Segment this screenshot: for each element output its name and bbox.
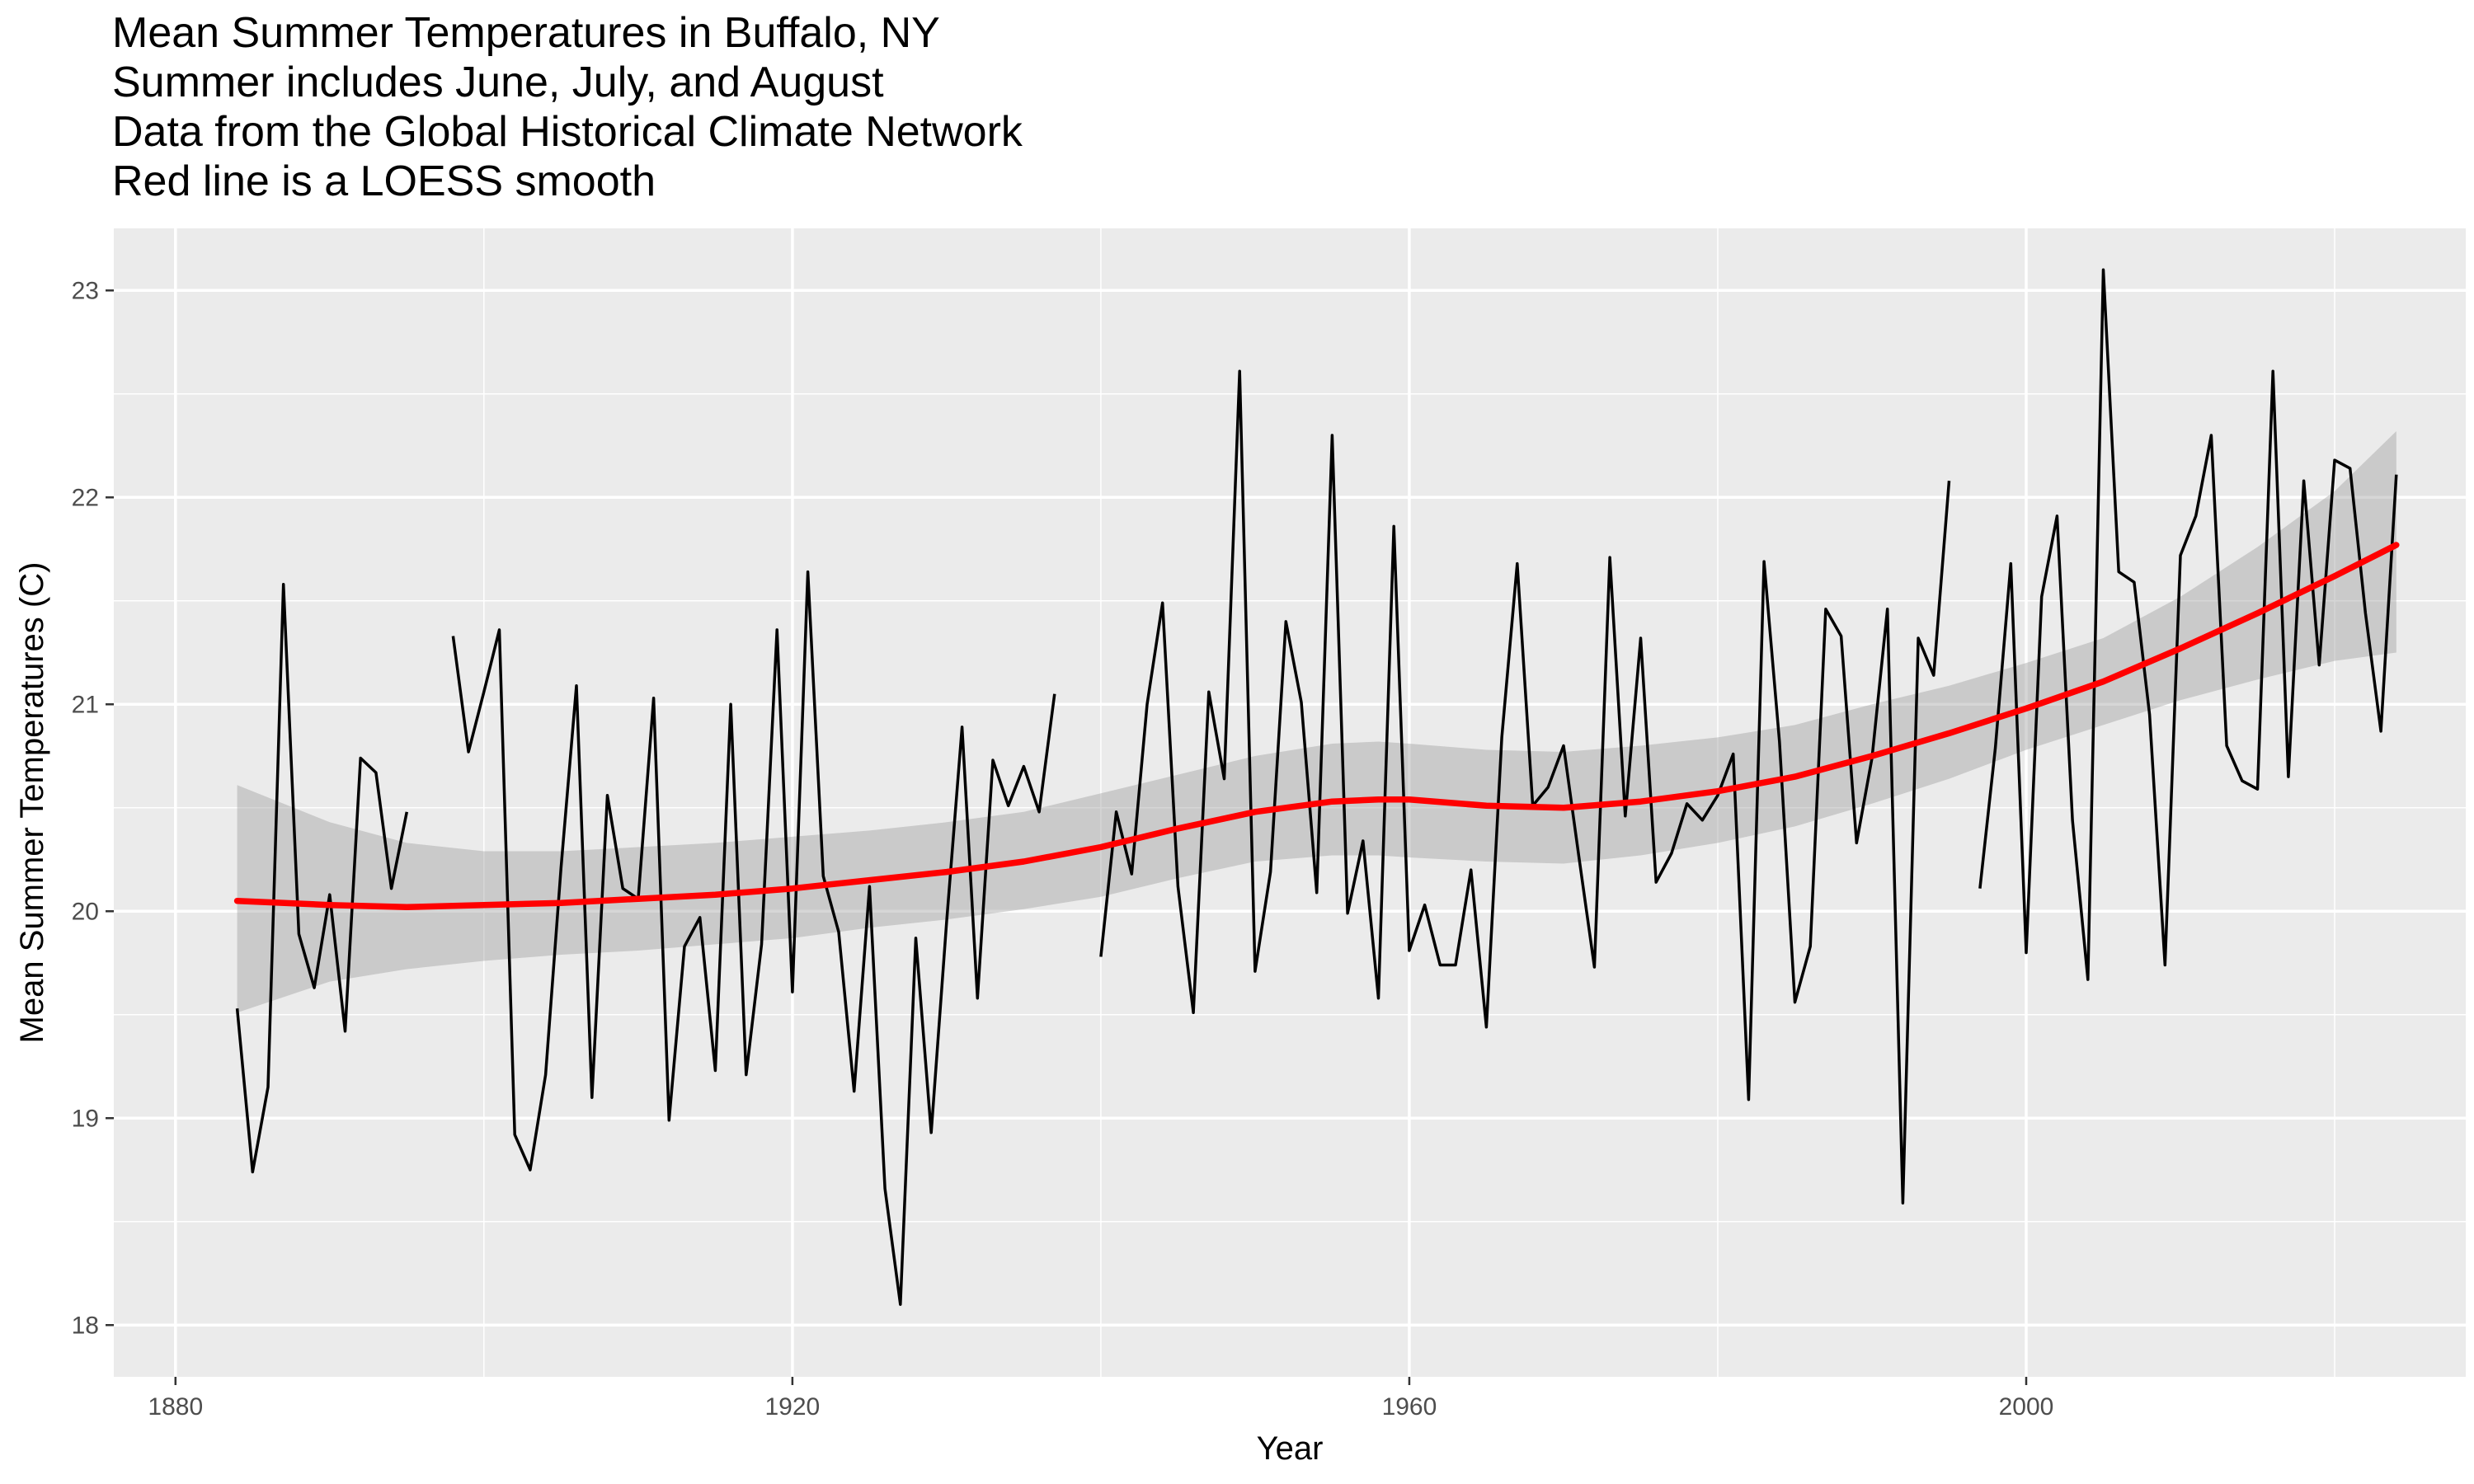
temperature-series-line <box>1978 268 2398 981</box>
y-tick-label: 18 <box>72 1312 99 1339</box>
x-axis-title: Year <box>1257 1430 1324 1467</box>
x-tick-label: 1880 <box>148 1393 203 1421</box>
y-tick-label: 21 <box>72 691 99 718</box>
confidence-band <box>237 431 2396 1013</box>
y-tick-label: 22 <box>72 484 99 511</box>
temperature-series-line <box>451 570 1056 1306</box>
y-axis-title: Mean Summer Temperatures (C) <box>14 562 50 1044</box>
y-tick-label: 19 <box>72 1105 99 1132</box>
chart-title: Mean Summer Temperatures in Buffalo, NY <box>112 9 940 57</box>
y-tick-label: 20 <box>72 898 99 925</box>
chart-subtitle-3: Red line is a LOESS smooth <box>112 157 656 205</box>
y-tick-label: 23 <box>72 277 99 304</box>
chart-subtitle-1: Summer includes June, July, and August <box>112 59 884 106</box>
temperature-series-line <box>1099 369 1951 1205</box>
temperature-series-line <box>235 582 409 1174</box>
chart-title-block: Mean Summer Temperatures in Buffalo, NY … <box>112 8 1023 206</box>
chart-subtitle-2: Data from the Global Historical Climate … <box>112 108 1023 156</box>
loess-smooth-line <box>233 542 2400 911</box>
x-tick-label: 2000 <box>1999 1393 2054 1421</box>
x-tick-label: 1920 <box>764 1393 820 1421</box>
x-tick-label: 1960 <box>1382 1393 1437 1421</box>
